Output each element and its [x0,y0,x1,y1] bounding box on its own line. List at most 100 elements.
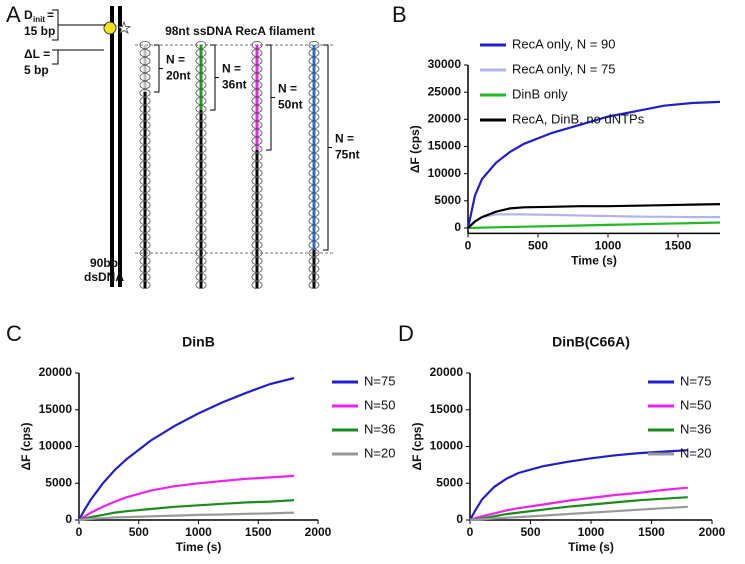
recA-monomer [195,65,207,74]
data-line [466,100,721,229]
x-tick-label: 500 [528,239,548,253]
recA-monomer [139,160,151,169]
chart-title: DinB(C66A) [552,334,630,350]
recA-monomer [139,272,151,281]
delta-l: ΔL = [24,47,50,61]
recA-monomer [251,160,263,169]
recA-monomer [139,57,151,66]
x-tick-label: 2000 [699,525,726,539]
recA-monomer [308,41,320,50]
data-line [469,505,688,522]
recA-monomer [195,280,207,289]
recA-monomer [308,113,320,122]
recA-monomer [195,49,207,58]
recA-monomer [139,216,151,225]
recA-monomer [139,152,151,161]
recA-monomer [308,216,320,225]
recA-monomer [308,232,320,241]
d-init-eq: = [47,8,54,22]
y-tick-label: 25000 [428,84,462,98]
recA-monomer [195,160,207,169]
y-tick-label: 15000 [39,402,73,416]
recA-monomer [195,200,207,209]
recA-monomer [308,176,320,185]
recA-monomer [251,144,263,153]
recA-monomer [308,128,320,137]
x-tick-label: 1500 [665,239,692,253]
x-axis-label: Time (s) [568,540,614,554]
y-tick-label: 10000 [39,439,73,453]
recA-monomer [251,264,263,273]
y-axis-label: ΔF (cps) [410,423,424,471]
recA-monomer [308,73,320,82]
legend-label: N=50 [364,397,395,412]
x-axis-label: Time (s) [571,254,617,268]
x-tick-label: 1500 [245,525,272,539]
recA-monomer [139,224,151,233]
panel-label: D [398,321,414,346]
d-init-sub: init [33,15,45,24]
recA-monomer [195,208,207,217]
recA-monomer [139,200,151,209]
recA-monomer [308,184,320,193]
bracket [154,44,163,93]
recA-monomer [139,280,151,289]
recA-monomer [251,256,263,265]
recA-monomer [139,105,151,114]
recA-monomer [139,240,151,249]
recA-monomer [308,160,320,169]
recA-monomer [195,264,207,273]
panel-label: A [6,2,21,27]
legend-label: RecA, DinB, no dNTPs [512,111,645,126]
recA-monomer [195,224,207,233]
diagram: D init = 15 bp ΔL = 5 bp 98nt ssDNA RecA… [24,6,360,289]
recA-monomer [251,176,263,185]
data-line [78,511,295,522]
segment-label: N = [166,53,185,67]
recA-monomer [308,280,320,289]
recA-monomer [139,208,151,217]
y-tick-label: 20000 [428,111,462,125]
recA-monomer [308,136,320,145]
recA-monomer [251,81,263,90]
recA-monomer [251,121,263,130]
x-tick-label: 2000 [305,525,332,539]
legend-label: N=36 [364,421,395,436]
recA-monomer [139,89,151,98]
recA-monomer [251,168,263,177]
y-tick-label: 30000 [428,57,462,71]
recA-monomer [308,49,320,58]
recA-monomer [195,240,207,249]
panel-label: C [6,321,22,346]
recA-monomer [139,113,151,122]
recA-monomer [139,49,151,58]
x-tick-label: 500 [520,525,540,539]
recA-monomer [308,121,320,130]
segment-label: 75nt [335,148,360,162]
legend-label: N=50 [680,397,711,412]
recA-monomer [308,272,320,281]
data-line [467,221,721,230]
recA-monomer [251,152,263,161]
x-tick-label: 500 [129,525,149,539]
x-tick-label: 1500 [638,525,665,539]
recA-monomer [251,192,263,201]
x-tick-label: 1000 [595,239,622,253]
data-line [78,499,295,522]
recA-monomer [195,152,207,161]
y-tick-label: 0 [454,220,461,234]
bracket [323,44,332,251]
y-axis-label: ΔF (cps) [408,125,422,173]
data-line [78,377,295,521]
recA-monomer [251,136,263,145]
recA-monomer [308,256,320,265]
recA-monomer [195,81,207,90]
y-tick-label: 0 [65,512,72,526]
x-tick-label: 0 [76,525,83,539]
recA-monomer [139,136,151,145]
recA-monomer [195,232,207,241]
y-tick-label: 15000 [428,139,462,153]
legend-label: RecA only, N = 75 [512,61,615,76]
panel-label: B [392,2,407,27]
